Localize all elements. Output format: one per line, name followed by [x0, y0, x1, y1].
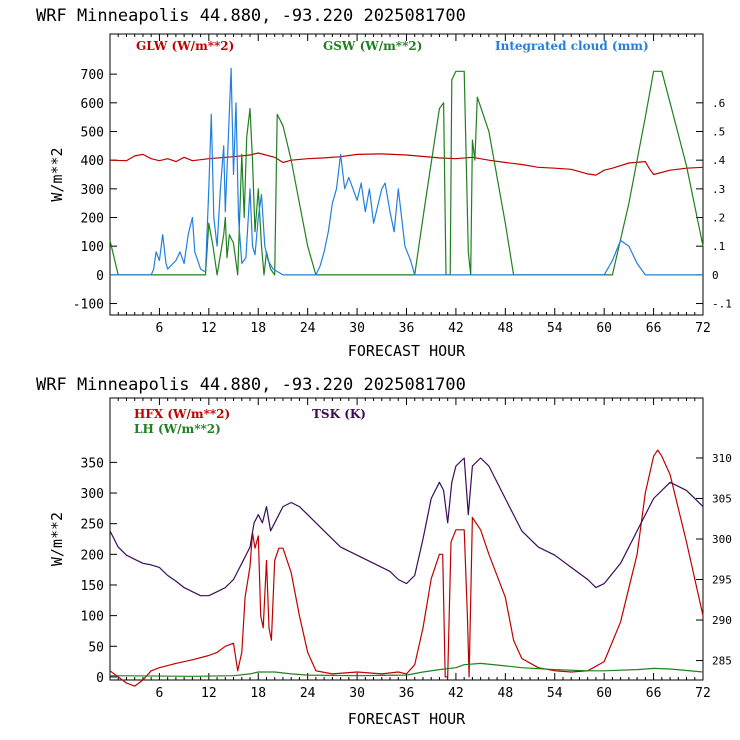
top-panel-radiation-chart: WRF Minneapolis 44.880, -93.220 20250817… — [36, 6, 732, 360]
y2-tick-label: .1 — [712, 240, 725, 253]
x-tick-label: 36 — [399, 686, 415, 701]
x-tick-label: 54 — [547, 686, 563, 701]
y2-tick-label: 0 — [712, 269, 719, 282]
x-axis-label: FORECAST HOUR — [348, 710, 466, 728]
y-tick-label: 400 — [81, 154, 104, 169]
y-tick-label: -100 — [73, 298, 104, 313]
y-tick-label: 150 — [81, 579, 104, 594]
x-tick-label: 36 — [399, 321, 415, 336]
y2-tick-label: 305 — [712, 492, 732, 505]
x-tick-label: 12 — [201, 321, 217, 336]
y-tick-label: 350 — [81, 456, 104, 471]
y-tick-label: 0 — [96, 269, 104, 284]
bottom-panel-flux-chart: WRF Minneapolis 44.880, -93.220 20250817… — [36, 375, 732, 728]
legend-label-hfx: HFX (W/m**2) — [134, 407, 230, 421]
series-line-integrated — [110, 67, 703, 276]
y-tick-label: 50 — [88, 640, 104, 655]
y-tick-label: 600 — [81, 97, 104, 112]
y2-tick-label: 295 — [712, 574, 732, 587]
series-line-tsk — [109, 457, 704, 597]
x-tick-label: 30 — [349, 321, 365, 336]
y2-tick-label: .6 — [712, 97, 725, 110]
x-tick-label: 24 — [300, 686, 316, 701]
y-tick-label: 500 — [81, 125, 104, 140]
x-tick-label: 12 — [201, 686, 217, 701]
x-tick-label: 60 — [596, 321, 612, 336]
series-line-gsw — [109, 70, 704, 276]
x-tick-label: 66 — [646, 686, 662, 701]
y2-tick-label: 285 — [712, 655, 732, 668]
x-tick-label: 42 — [448, 686, 464, 701]
legend-label-gsw: GSW (W/m**2) — [323, 39, 422, 53]
y2-tick-label: 290 — [712, 614, 732, 627]
x-tick-label: 6 — [156, 686, 164, 701]
legend-label-glw: GLW (W/m**2) — [136, 39, 234, 53]
y-tick-label: 100 — [81, 240, 104, 255]
y2-tick-label: -.1 — [712, 298, 732, 311]
x-tick-label: 60 — [596, 686, 612, 701]
y-tick-label: 100 — [81, 610, 104, 625]
y2-tick-label: 310 — [712, 452, 732, 465]
plot-frame — [109, 33, 704, 316]
x-tick-label: 72 — [695, 321, 711, 336]
y2-tick-label: .5 — [712, 125, 725, 138]
y2-tick-label: .4 — [712, 154, 726, 167]
y-tick-label: 200 — [81, 212, 104, 227]
y2-tick-label: .3 — [712, 183, 725, 196]
series-line-hfx — [109, 449, 704, 687]
series-line-glw — [109, 152, 704, 176]
y2-tick-label: 300 — [712, 533, 732, 546]
x-tick-label: 30 — [349, 686, 365, 701]
x-tick-label: 48 — [498, 686, 514, 701]
x-tick-label: 6 — [156, 321, 164, 336]
chart-title: WRF Minneapolis 44.880, -93.220 20250817… — [36, 375, 466, 395]
x-tick-label: 48 — [498, 321, 514, 336]
y2-tick-label: .2 — [712, 212, 725, 225]
chart-title: WRF Minneapolis 44.880, -93.220 20250817… — [36, 6, 466, 26]
y-tick-label: 200 — [81, 548, 104, 563]
y-axis-label: W/m**2 — [48, 147, 66, 201]
series-line-lh — [109, 662, 704, 677]
y-tick-label: 0 — [96, 671, 104, 686]
x-tick-label: 54 — [547, 321, 563, 336]
x-axis-label: FORECAST HOUR — [348, 342, 466, 360]
y-tick-label: 300 — [81, 183, 104, 198]
x-tick-label: 72 — [695, 686, 711, 701]
legend-label-tsk: TSK (K) — [312, 407, 366, 421]
legend-label-lh: LH (W/m**2) — [134, 422, 221, 436]
legend-label-integrated: Integrated cloud (mm) — [495, 39, 649, 53]
y-tick-label: 250 — [81, 518, 104, 533]
y-tick-label: 300 — [81, 487, 104, 502]
x-tick-label: 42 — [448, 321, 464, 336]
x-tick-label: 24 — [300, 321, 316, 336]
x-tick-label: 18 — [250, 686, 266, 701]
x-tick-label: 66 — [646, 321, 662, 336]
y-tick-label: 700 — [81, 68, 104, 83]
y-axis-label: W/m**2 — [48, 512, 66, 566]
x-tick-label: 18 — [250, 321, 266, 336]
